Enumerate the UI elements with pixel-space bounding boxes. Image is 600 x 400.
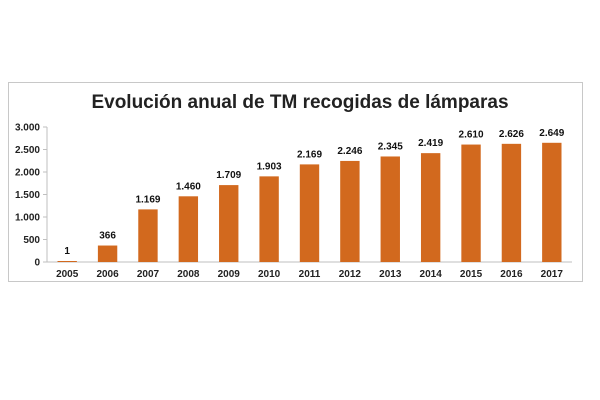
bar-2014 [420,153,441,262]
data-label: 1 [64,246,70,257]
bar-2008 [178,196,199,262]
y-tick-label: 1.500 [15,190,40,201]
data-label: 1.460 [176,181,201,192]
x-tick-label: 2012 [339,269,362,280]
y-tick-label: 500 [23,235,40,246]
x-tick-label: 2013 [379,269,402,280]
bar-2011 [299,164,320,262]
bar-2009 [219,185,239,262]
data-label: 2.626 [499,129,524,140]
data-label: 1.169 [135,194,160,205]
data-label: 2.419 [418,138,443,149]
data-label: 1.709 [216,170,241,181]
x-tick-label: 2017 [541,269,564,280]
bar-2007 [138,209,158,262]
y-tick-label: 1.000 [15,213,40,224]
x-tick-label: 2011 [299,269,321,280]
bar-2005 [57,261,77,262]
data-label: 366 [99,231,116,242]
chart-title: Evolución anual de TM recogidas de lámpa… [91,92,509,113]
bar-2006 [97,245,118,262]
x-tick-label: 2007 [137,269,160,280]
x-tick-label: 2008 [177,269,200,280]
x-tick-label: 2016 [500,269,523,280]
data-label: 1.903 [257,161,282,172]
x-tick-label: 2009 [218,269,241,280]
y-tick-label: 0 [34,258,40,269]
x-tick-label: 2015 [460,269,483,280]
bar-2013 [380,156,400,262]
x-tick-label: 2010 [258,269,281,280]
x-tick-label: 2005 [56,269,79,280]
x-tick-label: 2006 [96,269,119,280]
data-label: 2.246 [337,146,362,157]
x-tick-label: 2014 [420,269,443,280]
data-label: 2.345 [378,141,403,152]
y-tick-label: 2.000 [15,168,40,179]
data-label: 2.610 [459,130,484,141]
bar-2012 [340,160,360,262]
data-label: 2.649 [539,128,564,139]
y-tick-label: 3.000 [15,123,40,134]
bar-2017 [542,142,562,262]
bar-2015 [461,144,481,262]
y-tick-label: 2.500 [15,145,40,156]
data-label: 2.169 [297,149,322,160]
bar-2016 [501,143,522,262]
bar-2010 [259,176,279,262]
